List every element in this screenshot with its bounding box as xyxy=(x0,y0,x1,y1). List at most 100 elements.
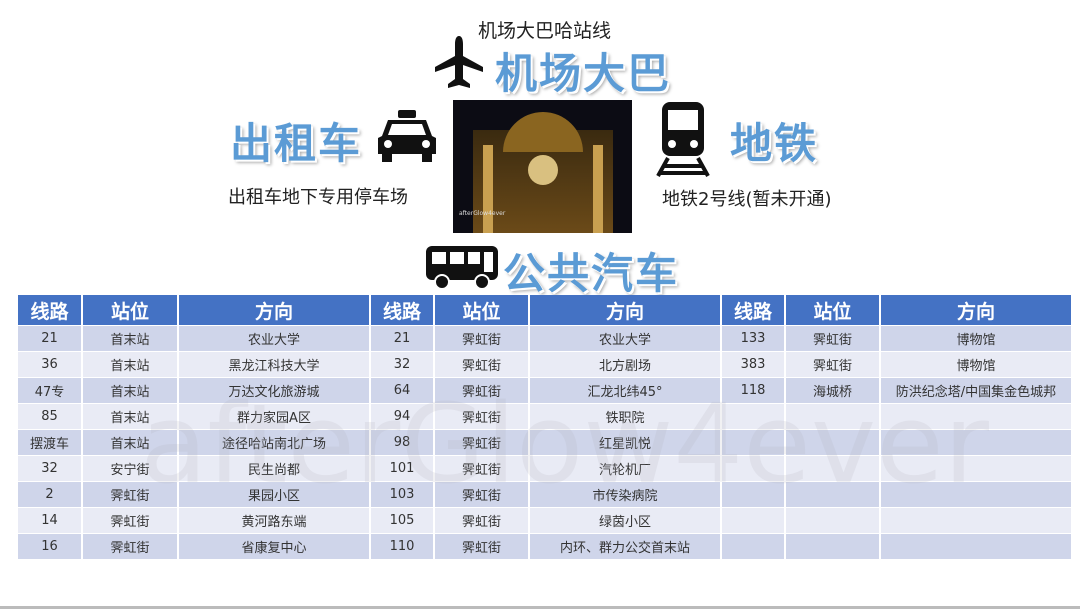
table-cell xyxy=(721,455,786,482)
table-cell: 32 xyxy=(18,455,83,482)
table-cell: 101 xyxy=(370,455,435,482)
table-cell xyxy=(785,481,881,508)
airport-bus-heading: 机场大巴 xyxy=(495,49,672,98)
table-cell: 内环、群力公交首末站 xyxy=(529,533,722,559)
table-cell xyxy=(880,533,1073,559)
table-cell: 110 xyxy=(370,533,435,559)
table-cell: 北方剧场 xyxy=(529,351,722,378)
table-cell: 群力家园A区 xyxy=(178,403,371,430)
table-cell: 民生尚都 xyxy=(178,455,371,482)
table-cell: 省康复中心 xyxy=(178,533,371,559)
table-cell: 383 xyxy=(721,351,786,378)
table-cell: 汇龙北纬45° xyxy=(529,377,722,404)
table-row: 47专 首末站 万达文化旅游城 64 霁虹街 汇龙北纬45° 118 海城桥 防洪纪念塔/中国集… xyxy=(18,377,1073,404)
table-cell: 霁虹街 xyxy=(434,325,530,352)
table-cell: 霁虹街 xyxy=(434,507,530,534)
table-cell: 霁虹街 xyxy=(82,533,179,559)
taxi-note: 出租车地下专用停车场 xyxy=(228,187,408,208)
table-cell: 36 xyxy=(18,351,83,378)
table-cell xyxy=(721,403,786,430)
table-cell xyxy=(721,429,786,456)
column-header: 线路 xyxy=(18,295,83,326)
table-row: 摆渡车 首末站 途径哈站南北广场 98 霁虹街 红星凯悦 xyxy=(18,429,1073,456)
subway-note: 地铁2号线(暂未开通) xyxy=(662,189,832,210)
table-cell: 绿茵小区 xyxy=(529,507,722,534)
column-header: 站位 xyxy=(82,295,179,326)
station-photo: afterGlow4ever xyxy=(453,100,632,233)
photo-watermark: afterGlow4ever xyxy=(459,210,506,217)
table-cell: 64 xyxy=(370,377,435,404)
table-cell: 霁虹街 xyxy=(434,351,530,378)
table-row: 21 首末站 农业大学 21 霁虹街 农业大学 133 霁虹街 博物馆 xyxy=(18,325,1073,352)
table-row: 32 安宁街 民生尚都 101 霁虹街 汽轮机厂 xyxy=(18,455,1073,482)
train-icon xyxy=(656,102,710,177)
table-cell: 21 xyxy=(370,325,435,352)
table-cell: 铁职院 xyxy=(529,403,722,430)
column-header: 站位 xyxy=(785,295,881,326)
table-cell: 博物馆 xyxy=(880,351,1073,378)
table-cell: 黄河路东端 xyxy=(178,507,371,534)
table-cell: 霁虹街 xyxy=(434,481,530,508)
table-cell xyxy=(880,429,1073,456)
table-cell: 红星凯悦 xyxy=(529,429,722,456)
table-cell: 首末站 xyxy=(82,403,179,430)
column-header: 站位 xyxy=(434,295,530,326)
table-cell: 农业大学 xyxy=(529,325,722,352)
table-cell: 途径哈站南北广场 xyxy=(178,429,371,456)
table-cell: 98 xyxy=(370,429,435,456)
table-row: 14 霁虹街 黄河路东端 105 霁虹街 绿茵小区 xyxy=(18,507,1073,534)
table-cell xyxy=(785,507,881,534)
table-cell xyxy=(785,429,881,456)
table-cell: 霁虹街 xyxy=(434,377,530,404)
table-cell: 首末站 xyxy=(82,377,179,404)
table-row: 2 霁虹街 果园小区 103 霁虹街 市传染病院 xyxy=(18,481,1073,508)
table-cell: 首末站 xyxy=(82,325,179,352)
table-cell: 118 xyxy=(721,377,786,404)
table-cell: 首末站 xyxy=(82,429,179,456)
table-cell: 47专 xyxy=(18,377,83,404)
table-cell xyxy=(880,481,1073,508)
table-cell: 霁虹街 xyxy=(434,533,530,559)
table-cell: 霁虹街 xyxy=(785,325,881,352)
table-cell xyxy=(880,455,1073,482)
table-cell: 汽轮机厂 xyxy=(529,455,722,482)
table-cell: 霁虹街 xyxy=(434,455,530,482)
table-cell: 黑龙江科技大学 xyxy=(178,351,371,378)
table-cell: 摆渡车 xyxy=(18,429,83,456)
table-cell: 霁虹街 xyxy=(785,351,881,378)
table-cell: 32 xyxy=(370,351,435,378)
column-header: 方向 xyxy=(529,295,722,326)
column-header: 线路 xyxy=(370,295,435,326)
table-cell: 防洪纪念塔/中国集金色城邦 xyxy=(880,377,1073,404)
table-cell: 霁虹街 xyxy=(82,481,179,508)
table-cell: 霁虹街 xyxy=(82,507,179,534)
table-cell: 霁虹街 xyxy=(434,403,530,430)
table-cell xyxy=(785,455,881,482)
bus-icon xyxy=(426,246,498,290)
table-cell: 安宁街 xyxy=(82,455,179,482)
table-cell: 农业大学 xyxy=(178,325,371,352)
table-cell: 海城桥 xyxy=(785,377,881,404)
table-cell xyxy=(880,507,1073,534)
table-cell: 首末站 xyxy=(82,351,179,378)
bottom-divider xyxy=(0,606,1080,609)
table-cell: 103 xyxy=(370,481,435,508)
column-header: 方向 xyxy=(178,295,371,326)
table-cell: 85 xyxy=(18,403,83,430)
column-header: 方向 xyxy=(880,295,1073,326)
table-cell: 105 xyxy=(370,507,435,534)
table-cell: 94 xyxy=(370,403,435,430)
table-cell: 霁虹街 xyxy=(434,429,530,456)
table-cell xyxy=(880,403,1073,430)
airplane-icon xyxy=(435,36,483,88)
table-cell: 16 xyxy=(18,533,83,559)
table-cell: 133 xyxy=(721,325,786,352)
table-cell xyxy=(721,481,786,508)
table-cell xyxy=(785,533,881,559)
subway-heading: 地铁 xyxy=(730,119,819,168)
table-cell: 21 xyxy=(18,325,83,352)
table-row: 85 首末站 群力家园A区 94 霁虹街 铁职院 xyxy=(18,403,1073,430)
bus-routes-table: 线路 站位 方向 线路 站位 方向 线路 站位 方向 21 首末站 农业大学 21 霁虹街 农业大学 133… xyxy=(18,295,1073,559)
table-row: 36 首末站 黑龙江科技大学 32 霁虹街 北方剧场 383 霁虹街 博物馆 xyxy=(18,351,1073,378)
table-cell: 万达文化旅游城 xyxy=(178,377,371,404)
